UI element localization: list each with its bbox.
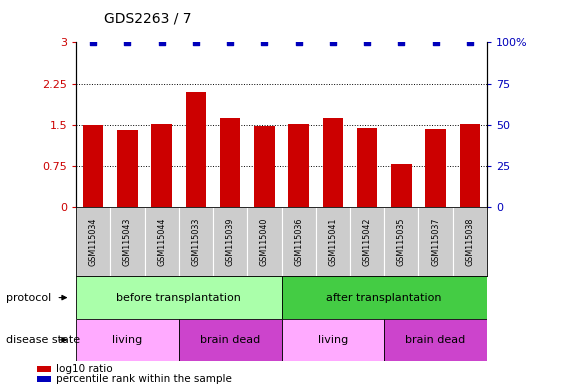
Bar bbox=[282, 319, 384, 361]
Text: GSM115041: GSM115041 bbox=[328, 218, 337, 266]
Bar bbox=[179, 319, 282, 361]
Text: GSM115039: GSM115039 bbox=[226, 218, 235, 266]
Text: GSM115035: GSM115035 bbox=[397, 218, 406, 266]
Bar bbox=[282, 276, 487, 319]
Point bbox=[157, 39, 166, 45]
Text: GSM115040: GSM115040 bbox=[260, 218, 269, 266]
Text: GSM115034: GSM115034 bbox=[88, 218, 97, 266]
Point bbox=[294, 39, 303, 45]
Bar bbox=[220, 118, 240, 207]
Text: GSM115036: GSM115036 bbox=[294, 218, 303, 266]
Bar bbox=[323, 118, 343, 207]
Bar bbox=[76, 207, 110, 276]
Text: GSM115033: GSM115033 bbox=[191, 218, 200, 266]
Point bbox=[191, 39, 200, 45]
Text: living: living bbox=[112, 335, 142, 345]
Point bbox=[123, 39, 132, 45]
Bar bbox=[418, 207, 453, 276]
Bar bbox=[76, 319, 179, 361]
Text: living: living bbox=[318, 335, 348, 345]
Bar bbox=[213, 207, 247, 276]
Point bbox=[363, 39, 372, 45]
Bar bbox=[179, 207, 213, 276]
Text: GSM115044: GSM115044 bbox=[157, 218, 166, 266]
Text: log10 ratio: log10 ratio bbox=[56, 364, 113, 374]
Text: brain dead: brain dead bbox=[200, 335, 260, 345]
Text: GSM115037: GSM115037 bbox=[431, 218, 440, 266]
Bar bbox=[186, 92, 206, 207]
Bar bbox=[357, 128, 377, 207]
Text: GDS2263 / 7: GDS2263 / 7 bbox=[104, 12, 191, 25]
Text: GSM115038: GSM115038 bbox=[466, 218, 475, 266]
Text: GSM115042: GSM115042 bbox=[363, 218, 372, 266]
Point bbox=[226, 39, 235, 45]
Point bbox=[397, 39, 406, 45]
Bar bbox=[282, 207, 316, 276]
Text: before transplantation: before transplantation bbox=[117, 293, 241, 303]
Bar bbox=[145, 207, 179, 276]
Text: after transplantation: after transplantation bbox=[327, 293, 442, 303]
Text: percentile rank within the sample: percentile rank within the sample bbox=[56, 374, 232, 384]
Bar bbox=[350, 207, 384, 276]
Bar bbox=[453, 207, 487, 276]
Bar bbox=[459, 124, 480, 207]
Text: protocol: protocol bbox=[6, 293, 51, 303]
Text: disease state: disease state bbox=[6, 335, 80, 345]
Bar bbox=[110, 207, 145, 276]
Bar bbox=[385, 207, 418, 276]
Text: GSM115043: GSM115043 bbox=[123, 218, 132, 266]
Bar bbox=[288, 124, 309, 207]
Bar bbox=[117, 130, 138, 207]
Point bbox=[431, 39, 440, 45]
Bar bbox=[151, 124, 172, 207]
Point bbox=[466, 39, 475, 45]
Bar bbox=[254, 126, 275, 207]
Point bbox=[328, 39, 337, 45]
Bar bbox=[426, 129, 446, 207]
Bar bbox=[316, 207, 350, 276]
Bar bbox=[247, 207, 282, 276]
Bar bbox=[384, 319, 487, 361]
Bar bbox=[76, 276, 282, 319]
Text: brain dead: brain dead bbox=[405, 335, 466, 345]
Point bbox=[260, 39, 269, 45]
Bar bbox=[83, 125, 104, 207]
Point bbox=[88, 39, 97, 45]
Bar bbox=[391, 164, 412, 207]
